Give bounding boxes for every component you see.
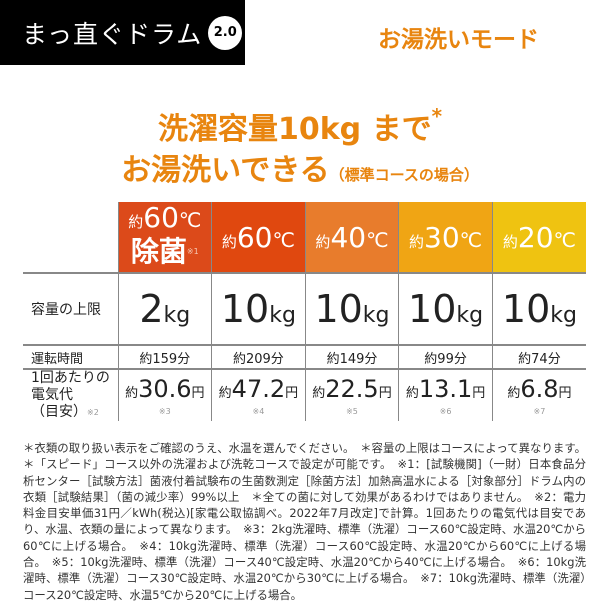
- capacity-cell: 10kg: [211, 273, 306, 345]
- product-logo: まっ直ぐドラム 2.0: [0, 0, 245, 65]
- version-badge: 2.0: [208, 15, 243, 50]
- temperature-comparison-table: 約60℃ 除菌※1 約60℃ 約40℃ 約30℃ 約20℃ 容量の上限 2kg 10kg 10k…: [23, 202, 586, 421]
- capacity-cell: 10kg: [491, 273, 586, 345]
- headline-line1: 洗濯容量10kg まで*: [157, 104, 443, 147]
- time-cell: 約159分: [117, 345, 212, 369]
- temp-header-1: 約60℃: [211, 202, 306, 273]
- temp-header-0: 約60℃ 除菌※1: [117, 202, 212, 273]
- cost-cell: 約13.1円 ※6: [398, 369, 493, 421]
- cost-cell: 約6.8円 ※7: [491, 369, 586, 421]
- row-label-time: 運転時間: [31, 351, 84, 367]
- header-empty: [23, 202, 118, 273]
- footnotes: ＊衣類の取り扱い表示をご確認のうえ、水温を選んでください。 ＊容量の上限はコース…: [23, 441, 586, 602]
- capacity-cell: 2kg: [117, 273, 212, 345]
- row-label-capacity: 容量の上限: [31, 302, 101, 318]
- row-label-cost: 1回あたりの 電気代 （目安）※2: [31, 370, 110, 420]
- temp-header-3: 約30℃: [398, 202, 493, 273]
- cost-cell: 約47.2円 ※4: [211, 369, 306, 421]
- time-cell: 約209分: [211, 345, 306, 369]
- logo-text: まっ直ぐドラム: [22, 19, 203, 49]
- time-cell: 約74分: [491, 345, 586, 369]
- temp-header-2: 約40℃: [304, 202, 399, 273]
- headline-line2: お湯洗いできる（標準コースの場合）: [121, 153, 479, 188]
- capacity-cell: 10kg: [304, 273, 399, 345]
- time-cell: 約99分: [398, 345, 493, 369]
- cost-cell: 約22.5円 ※5: [304, 369, 399, 421]
- capacity-cell: 10kg: [398, 273, 493, 345]
- mode-title: お湯洗いモード: [378, 27, 539, 53]
- time-cell: 約149分: [304, 345, 399, 369]
- cost-cell: 約30.6円 ※3: [117, 369, 212, 421]
- temp-header-4: 約20℃: [491, 202, 586, 273]
